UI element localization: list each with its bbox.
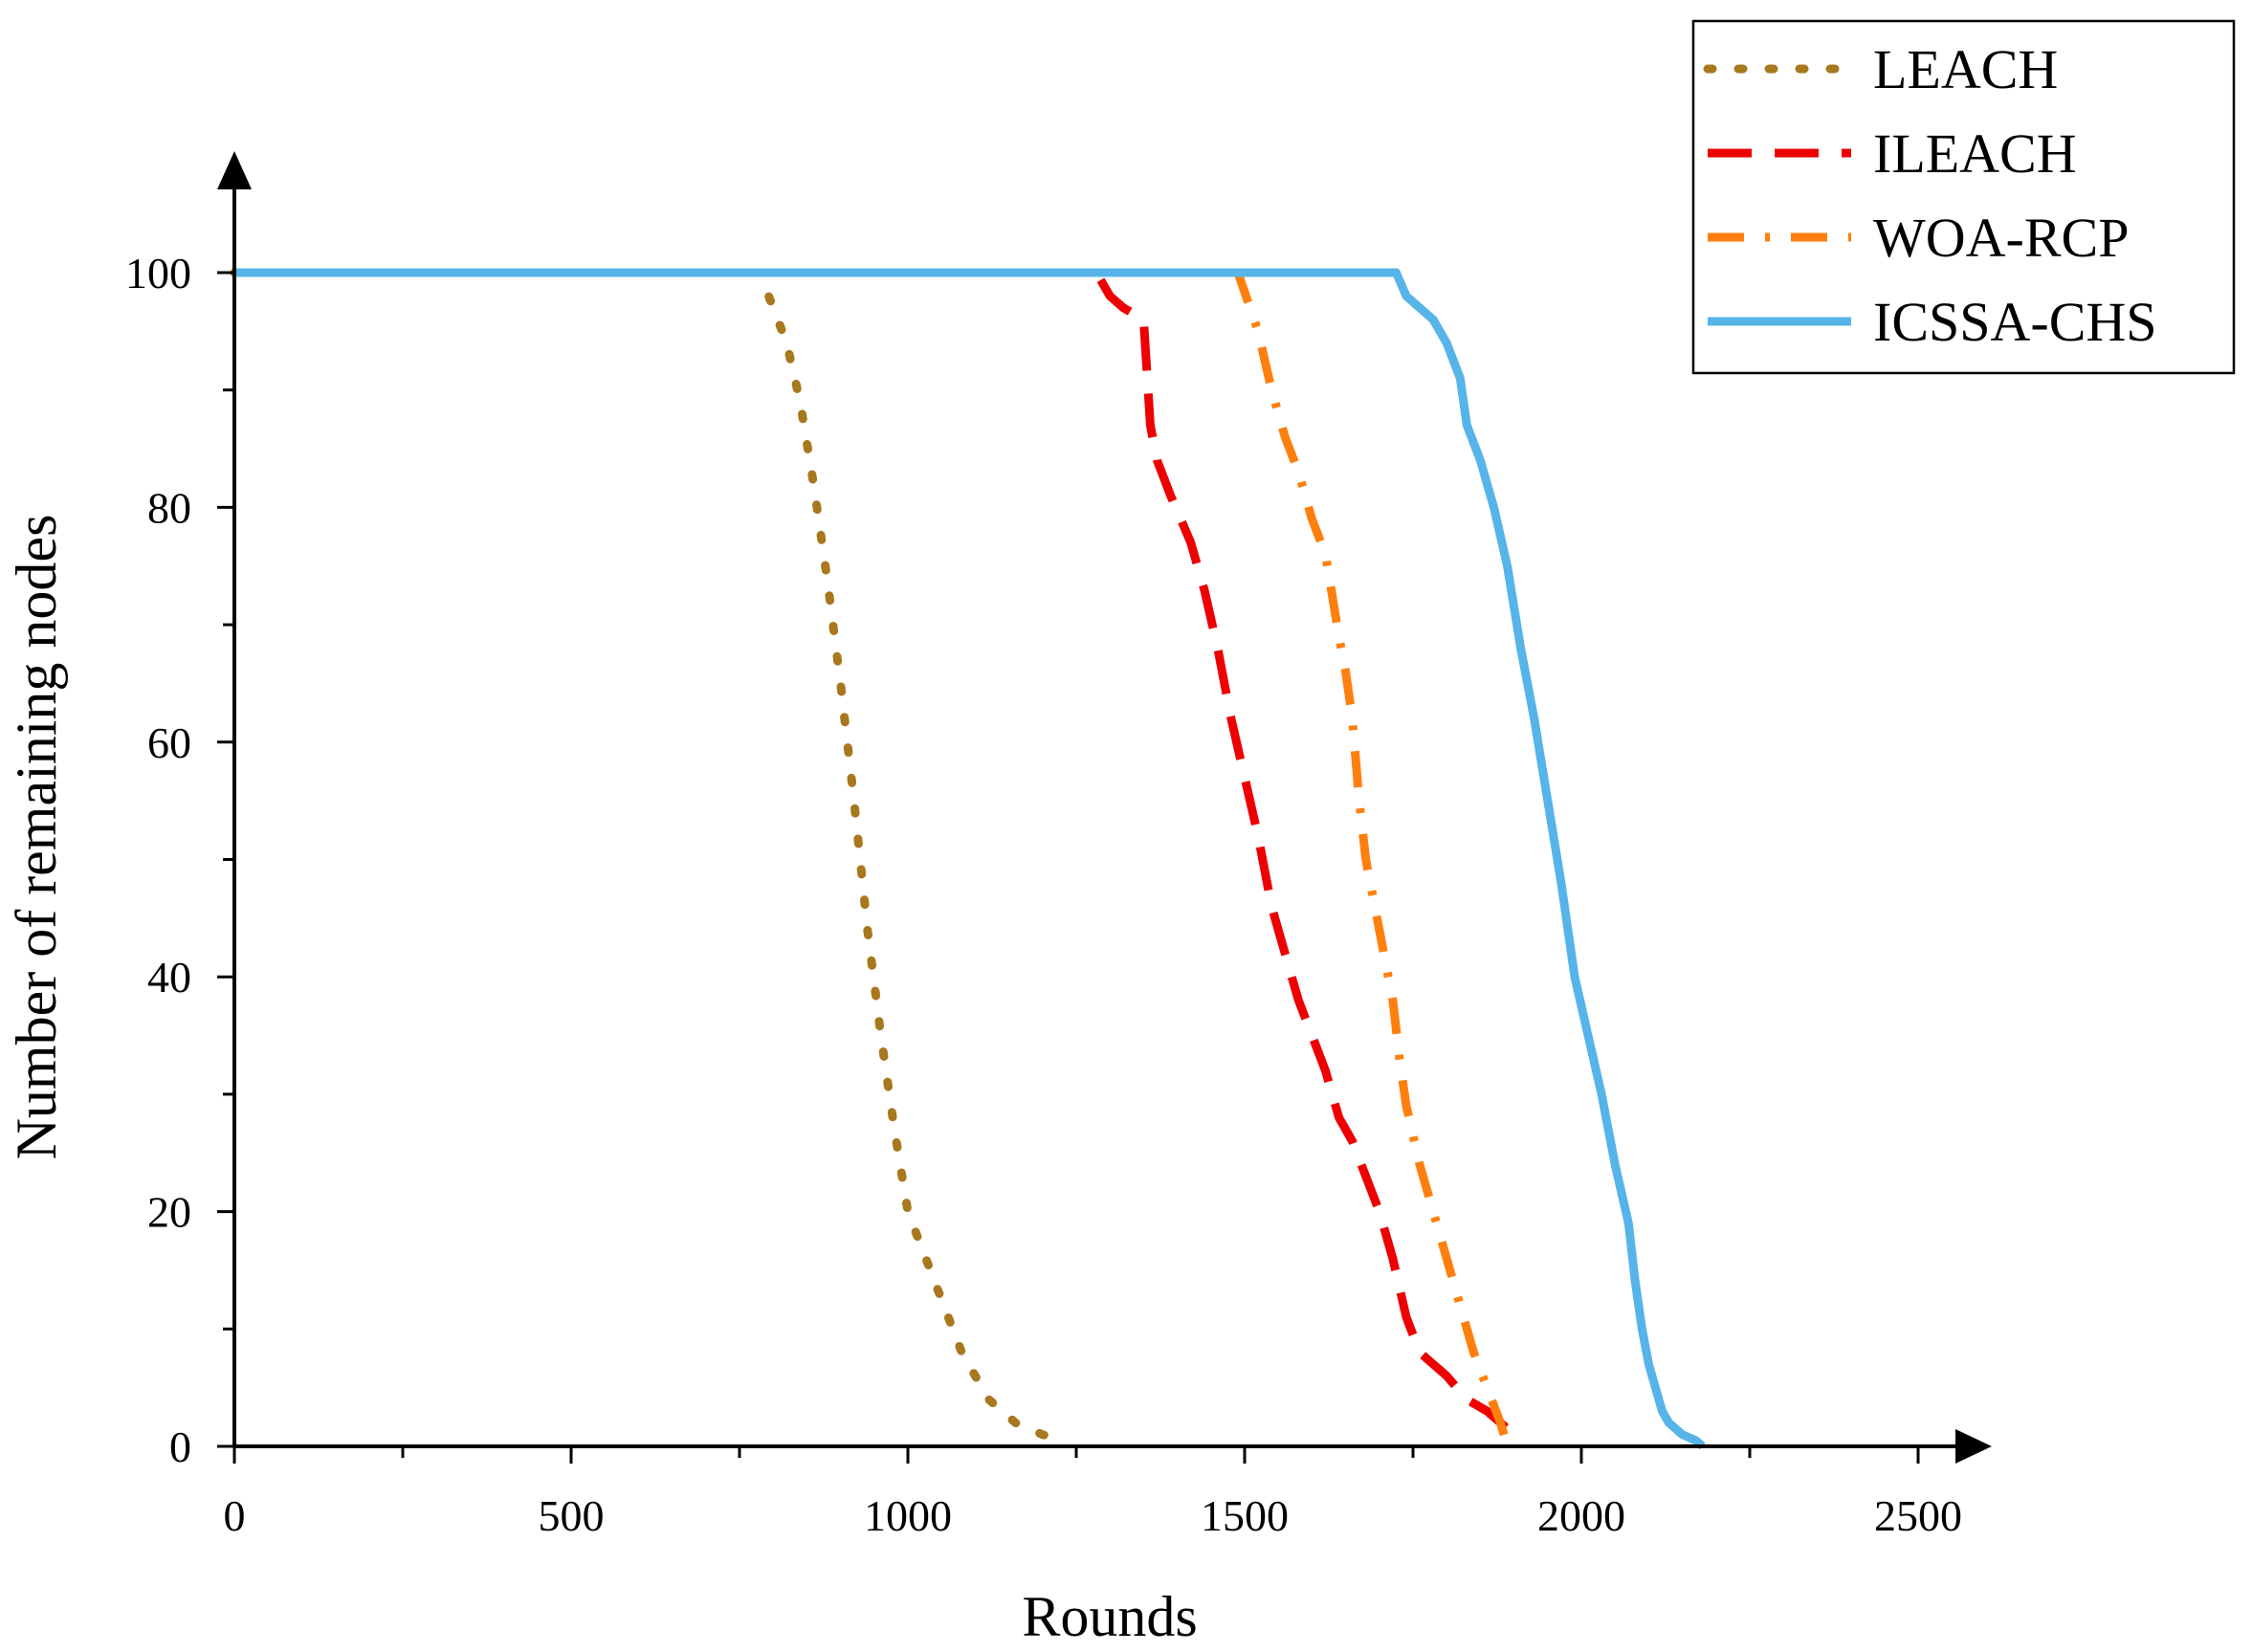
x-tick-label: 2500 xyxy=(1874,1491,1962,1540)
legend-label-woa-rcp: WOA-RCP xyxy=(1873,207,2129,269)
legend-label-leach: LEACH xyxy=(1873,38,2058,100)
series-line-woa-rcp xyxy=(234,268,1512,1448)
y-tick-label: 60 xyxy=(147,718,191,767)
x-axis-title: Rounds xyxy=(1022,1585,1197,1648)
x-tick-label: 1000 xyxy=(864,1491,952,1540)
legend-label-icssa-chs: ICSSA-CHS xyxy=(1873,291,2157,353)
series-line-icssa-chs xyxy=(234,268,1706,1450)
y-tick-label: 100 xyxy=(125,249,191,297)
x-tick-label: 0 xyxy=(224,1491,246,1540)
legend: LEACH ILEACH WOA-RCP ICSSA-CHS xyxy=(1691,19,2236,375)
x-tick-label: 1500 xyxy=(1201,1491,1289,1540)
x-axis-arrow xyxy=(1955,1429,1992,1464)
legend-label-ileach: ILEACH xyxy=(1873,122,2077,185)
y-tick-label: 40 xyxy=(147,953,191,1002)
y-tick-label: 80 xyxy=(147,483,191,532)
y-axis-arrow xyxy=(217,151,252,189)
y-tick-label: 0 xyxy=(169,1422,191,1471)
x-tick-label: 500 xyxy=(539,1491,605,1540)
series-line-ileach xyxy=(234,268,1517,1439)
axes xyxy=(217,151,1992,1464)
series-layer xyxy=(230,268,1706,1450)
x-tick-label: 2000 xyxy=(1537,1491,1625,1540)
series-line-leach xyxy=(230,268,1068,1445)
tick-labels: 0 500 1000 1500 2000 2500 0 20 40 60 80 100 xyxy=(125,249,1962,1540)
y-tick-label: 20 xyxy=(147,1188,191,1237)
legend-box xyxy=(1691,19,2236,375)
y-axis-title: Number of remaining nodes xyxy=(5,515,68,1160)
